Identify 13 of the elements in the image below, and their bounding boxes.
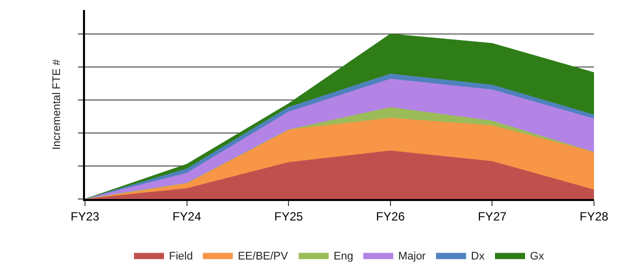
x-tick-label: FY28	[580, 209, 609, 224]
x-tick-label: FY23	[70, 209, 100, 224]
legend-label: EE/BE/PV	[238, 250, 289, 262]
x-tick-label: FY24	[172, 209, 202, 224]
legend-label: Eng	[334, 250, 354, 262]
legend-label: Field	[169, 250, 193, 262]
legend-label: Gx	[530, 250, 545, 262]
x-tick-label: FY25	[274, 209, 304, 224]
x-tick-label: FY27	[478, 209, 507, 224]
y-axis-title: Incremental FTE #	[51, 58, 64, 150]
legend-label: Dx	[471, 250, 486, 262]
legend-label: Major	[398, 250, 426, 262]
x-tick-label: FY26	[376, 209, 406, 224]
